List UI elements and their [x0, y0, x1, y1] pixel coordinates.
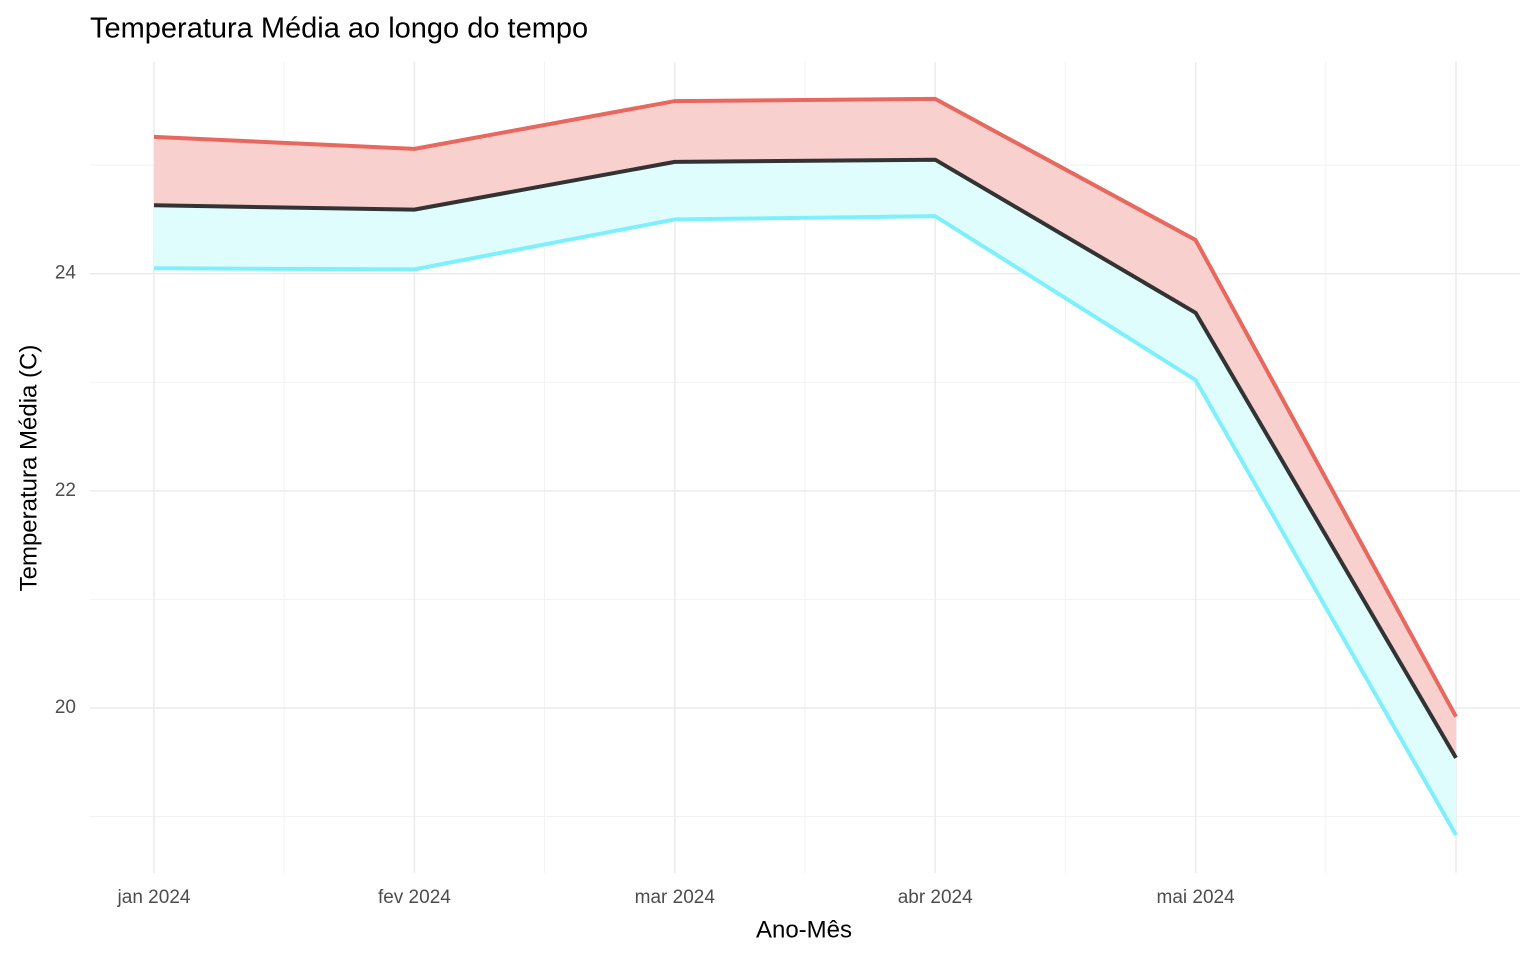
chart-title: Temperatura Média ao longo do tempo [90, 13, 588, 45]
y-tick-label: 20 [55, 697, 76, 718]
x-tick-label: mai 2024 [1157, 887, 1236, 908]
y-tick-label: 22 [55, 480, 76, 501]
ribbon [154, 159, 1456, 836]
x-tick-label: jan 2024 [117, 887, 191, 908]
y-axis-title: Temperatura Média (C) [15, 345, 42, 592]
x-tick-label: mar 2024 [635, 887, 716, 908]
y-tick-label: 24 [55, 263, 77, 284]
line [153, 157, 1458, 759]
x-tick-label: fev 2024 [378, 887, 451, 908]
ribbon [154, 98, 1456, 758]
x-tick-label: abr 2024 [898, 887, 973, 908]
line [153, 214, 1458, 836]
x-axis-title: Ano-Mês [756, 916, 852, 943]
line [153, 96, 1458, 718]
